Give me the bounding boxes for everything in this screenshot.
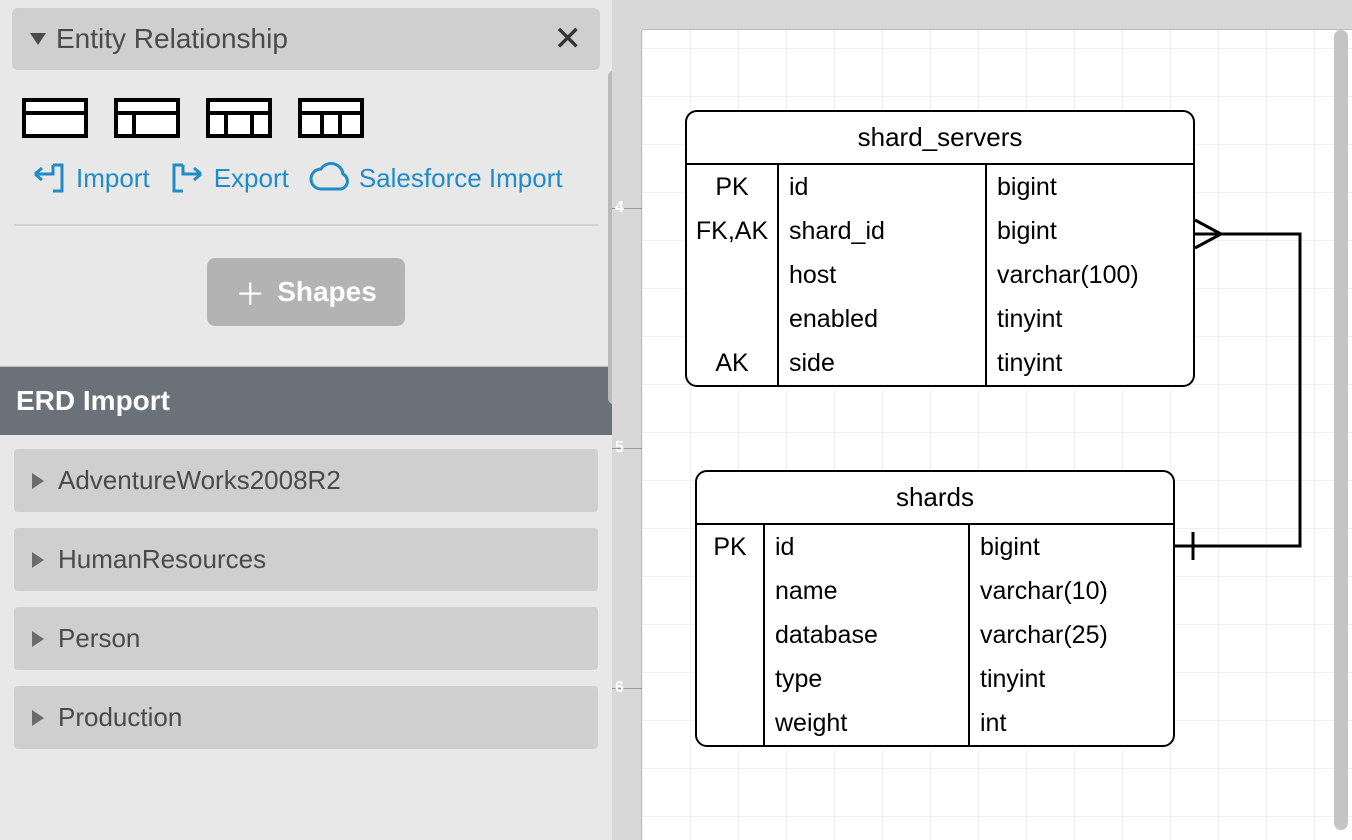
key-cell: AK <box>687 341 777 385</box>
erd-shape-1[interactable] <box>22 98 88 138</box>
field-type-cell: tinyint <box>970 657 1173 701</box>
ruler-tick: 6 <box>615 679 624 697</box>
ruler-vertical: 4 5 6 <box>612 0 642 840</box>
salesforce-label: Salesforce Import <box>359 163 563 194</box>
ruler-tick: 5 <box>615 439 624 457</box>
chevron-right-icon <box>32 552 44 568</box>
plus-icon: ＋ <box>235 270 265 314</box>
action-row: Import Export Salesforce Import <box>14 156 598 226</box>
close-icon[interactable]: ✕ <box>554 22 583 56</box>
field-type-cell: bigint <box>970 525 1173 569</box>
erd-shape-3[interactable] <box>206 98 272 138</box>
key-cell <box>697 613 763 657</box>
export-button[interactable]: Export <box>170 160 289 196</box>
field-type-cell: bigint <box>987 165 1193 209</box>
field-type-cell: bigint <box>987 209 1193 253</box>
erd-import-section-header: ERD Import <box>0 367 612 435</box>
key-cell <box>697 701 763 745</box>
shapes-button[interactable]: ＋ Shapes <box>207 258 405 326</box>
field-name-cell: shard_id <box>779 209 985 253</box>
cloud-icon <box>309 161 351 195</box>
chevron-right-icon <box>32 473 44 489</box>
export-label: Export <box>214 163 289 194</box>
canvas-scrollbar[interactable] <box>1334 30 1348 830</box>
ruler-corner <box>612 0 642 30</box>
canvas[interactable]: 4 5 6 shard_serversPKFK,AKAKidshard_idho… <box>612 0 1352 840</box>
shape-thumb-row <box>0 70 612 156</box>
field-name-cell: database <box>765 613 968 657</box>
key-cell <box>687 297 777 341</box>
import-icon <box>32 160 68 196</box>
key-cell: PK <box>687 165 777 209</box>
entity-shards[interactable]: shardsPKidnamedatabasetypeweightbigintva… <box>695 470 1175 747</box>
import-label: Import <box>76 163 150 194</box>
erd-shape-2[interactable] <box>114 98 180 138</box>
export-icon <box>170 160 206 196</box>
collapse-icon <box>30 33 46 45</box>
field-name-cell: type <box>765 657 968 701</box>
sidebar: Entity Relationship ✕ Import E <box>0 0 612 840</box>
ruler-tick: 4 <box>615 199 624 217</box>
key-cell <box>697 569 763 613</box>
key-cell <box>687 253 777 297</box>
field-name-cell: id <box>765 525 968 569</box>
tree-item-humanresources[interactable]: HumanResources <box>14 528 598 591</box>
salesforce-import-button[interactable]: Salesforce Import <box>309 161 563 195</box>
panel-header[interactable]: Entity Relationship ✕ <box>12 8 600 70</box>
field-type-cell: int <box>970 701 1173 745</box>
tree-item-label: Person <box>58 623 140 654</box>
entity-title: shards <box>697 472 1173 525</box>
field-name-cell: id <box>779 165 985 209</box>
field-name-cell: name <box>765 569 968 613</box>
erd-shape-4[interactable] <box>298 98 364 138</box>
entity-title: shard_servers <box>687 112 1193 165</box>
chevron-right-icon <box>32 631 44 647</box>
field-name-cell: weight <box>765 701 968 745</box>
chevron-right-icon <box>32 710 44 726</box>
tree-item-label: Production <box>58 702 182 733</box>
field-type-cell: varchar(10) <box>970 569 1173 613</box>
field-type-cell: varchar(100) <box>987 253 1193 297</box>
tree-item-adventureworks[interactable]: AdventureWorks2008R2 <box>14 449 598 512</box>
erd-tree: AdventureWorks2008R2 HumanResources Pers… <box>0 435 612 763</box>
field-name-cell: enabled <box>779 297 985 341</box>
key-cell: FK,AK <box>687 209 777 253</box>
field-name-cell: side <box>779 341 985 385</box>
key-cell: PK <box>697 525 763 569</box>
ruler-horizontal <box>612 0 1352 30</box>
key-cell <box>697 657 763 701</box>
panel-title: Entity Relationship <box>56 23 288 55</box>
tree-item-production[interactable]: Production <box>14 686 598 749</box>
entity-shard_servers[interactable]: shard_serversPKFK,AK AK idshard_idhostenab… <box>685 110 1195 387</box>
field-type-cell: tinyint <box>987 341 1193 385</box>
tree-item-label: HumanResources <box>58 544 266 575</box>
import-button[interactable]: Import <box>32 160 150 196</box>
field-type-cell: tinyint <box>987 297 1193 341</box>
field-type-cell: varchar(25) <box>970 613 1173 657</box>
tree-item-person[interactable]: Person <box>14 607 598 670</box>
field-name-cell: host <box>779 253 985 297</box>
tree-item-label: AdventureWorks2008R2 <box>58 465 341 496</box>
shapes-button-label: Shapes <box>277 276 377 308</box>
